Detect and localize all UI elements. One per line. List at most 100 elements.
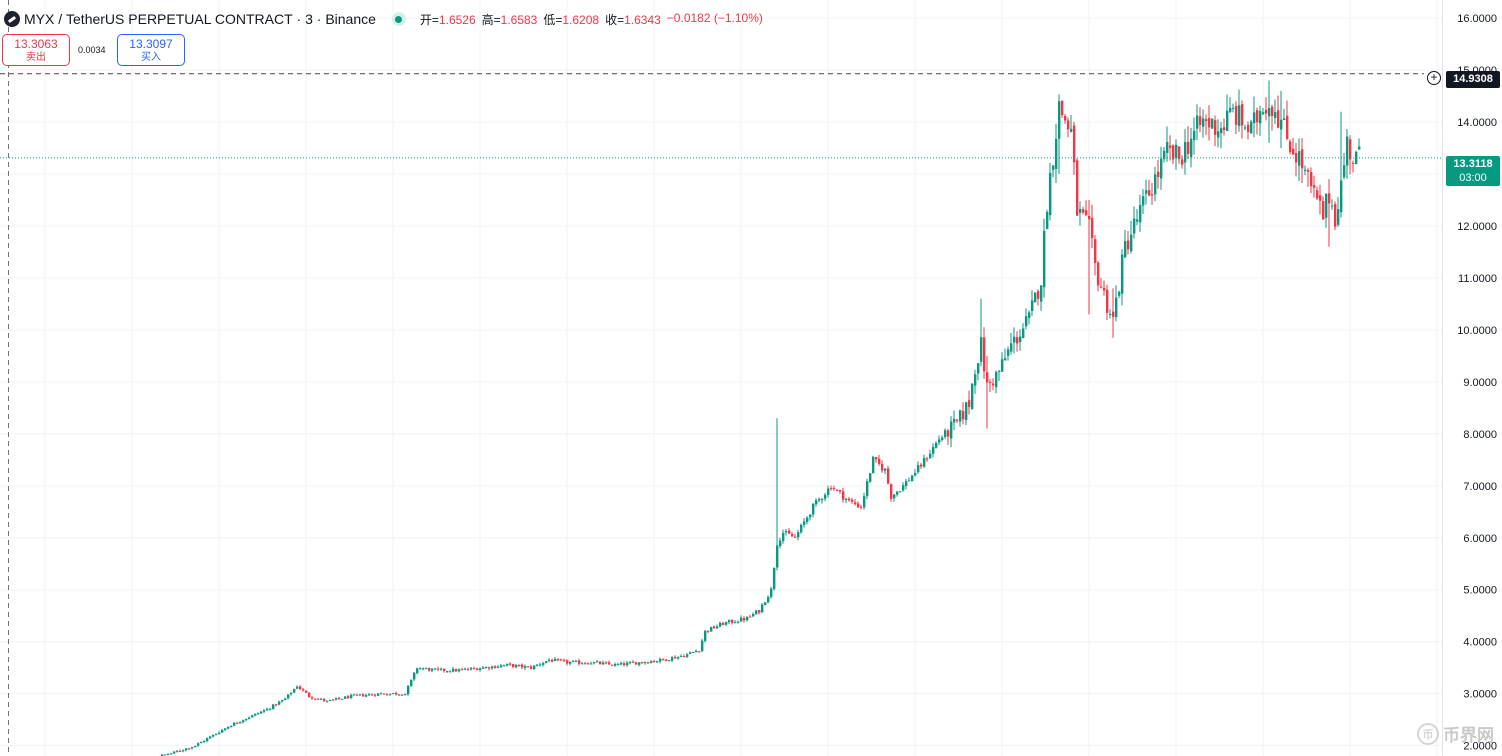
candle-down [1178, 146, 1181, 159]
candle-up [524, 666, 527, 668]
candle-up [668, 660, 671, 662]
candle-up [1268, 107, 1271, 117]
candle-up [1340, 180, 1343, 213]
candle-up [1001, 359, 1004, 372]
candle-up [1262, 112, 1265, 115]
candle-up [266, 708, 269, 711]
candle-down [332, 699, 335, 701]
watermark: 币 币界网 [1417, 721, 1494, 746]
candle-up [191, 747, 194, 749]
candle-down [1352, 162, 1355, 164]
candle-up [221, 729, 224, 733]
candle-up [737, 621, 740, 623]
candle-up [263, 710, 266, 712]
candle-down [926, 458, 929, 460]
grid-lines [0, 0, 1442, 756]
candle-up [1058, 101, 1061, 139]
candle-up [491, 666, 494, 669]
symbol-separator: / [58, 11, 63, 27]
candle-up [725, 622, 728, 625]
current-price-label: 13.3118 03:00 [1446, 156, 1500, 186]
candle-down [584, 663, 587, 665]
candle-up [182, 750, 185, 752]
candle-up [953, 419, 956, 423]
candle-up [815, 500, 818, 505]
candle-up [1331, 205, 1334, 207]
candle-up [1019, 336, 1022, 343]
candle-up [650, 661, 653, 664]
symbol-description: TetherUS PERPETUAL CONTRACT [66, 11, 293, 27]
candle-up [872, 456, 875, 474]
y-tick-label: 14.0000 [1457, 117, 1497, 129]
candle-up [185, 748, 188, 751]
candle-up [1166, 142, 1169, 153]
candles [158, 80, 1361, 756]
candle-down [443, 668, 446, 671]
candle-down [1223, 127, 1226, 131]
candle-down [1349, 139, 1352, 160]
candle-up [164, 754, 167, 756]
candle-down [1310, 172, 1313, 187]
candle-up [1043, 230, 1046, 288]
candle-down [1064, 116, 1067, 121]
candle-up [233, 722, 236, 726]
candle-up [296, 686, 299, 689]
candle-up [422, 668, 425, 670]
candle-up [764, 602, 767, 606]
candle-up [572, 661, 575, 663]
candle-up [434, 668, 437, 670]
candle-down [299, 686, 302, 690]
candle-down [1037, 291, 1040, 299]
candle-up [1136, 219, 1139, 222]
candle-up [761, 604, 764, 613]
candle-down [1172, 145, 1175, 160]
candle-up [701, 640, 704, 652]
candle-up [680, 655, 683, 657]
candle-down [1277, 110, 1280, 128]
candle-down [1103, 287, 1106, 291]
candle-up [404, 693, 407, 696]
candle-up [380, 693, 383, 695]
candle-down [311, 697, 314, 699]
candle-up [638, 662, 641, 665]
candle-down [647, 662, 650, 664]
crosshair-price-label: 14.9308 [1446, 71, 1500, 88]
candle-up [167, 754, 170, 756]
buy-button[interactable]: 13.3097 买入 [117, 34, 185, 66]
candle-up [245, 718, 248, 721]
candle-down [1322, 201, 1325, 220]
close-value: 1.6343 [624, 12, 661, 27]
candle-down [437, 668, 440, 670]
candle-up [464, 668, 467, 670]
candle-up [866, 481, 869, 497]
candle-down [563, 660, 566, 662]
candle-up [929, 453, 932, 459]
candle-down [1247, 124, 1250, 133]
candle-up [1055, 138, 1058, 169]
sell-button[interactable]: 13.3063 卖出 [2, 34, 70, 66]
candle-down [968, 400, 971, 408]
plus-circle-icon[interactable]: + [1427, 71, 1441, 85]
candle-up [1022, 328, 1025, 339]
symbol-name[interactable]: MYX [24, 11, 55, 27]
candle-up [803, 521, 806, 525]
candle-up [377, 693, 380, 696]
candle-up [1010, 343, 1013, 352]
candle-up [1304, 169, 1307, 171]
candle-up [971, 383, 974, 410]
candle-up [923, 457, 926, 467]
candle-down [455, 668, 458, 672]
candle-up [620, 662, 623, 665]
candle-up [1139, 204, 1142, 223]
candle-up [752, 613, 755, 617]
candle-down [1319, 195, 1322, 201]
low-label: 低= [543, 12, 563, 27]
candle-up [689, 652, 692, 655]
candle-down [1205, 119, 1208, 121]
candle-up [1109, 314, 1112, 316]
candle-up [173, 751, 176, 754]
candle-up [479, 668, 482, 671]
candle-up [170, 753, 173, 755]
candle-up [1193, 130, 1196, 140]
